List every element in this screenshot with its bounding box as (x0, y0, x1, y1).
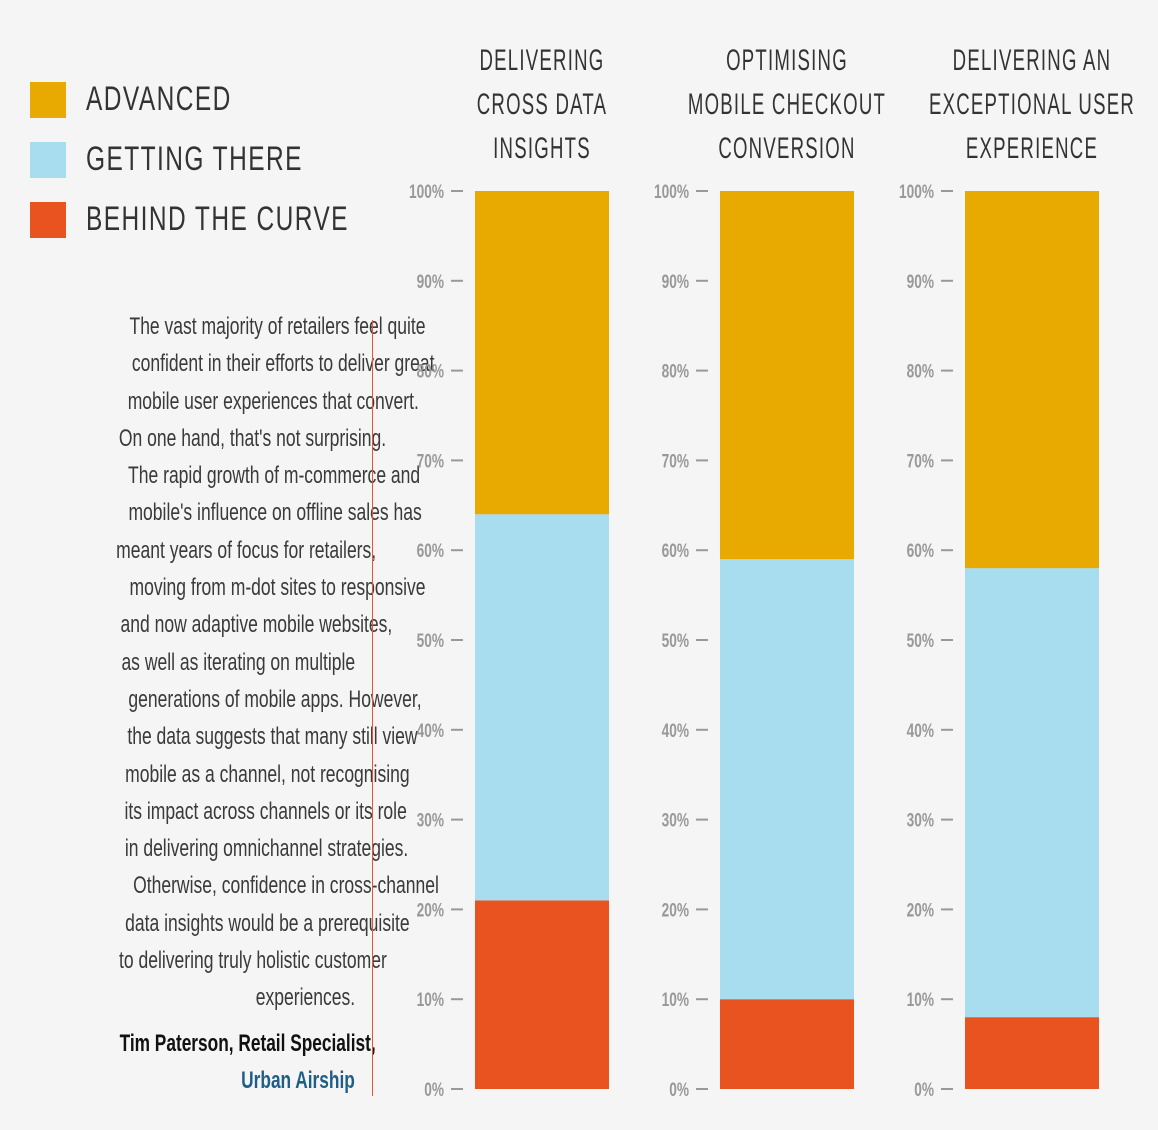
y-tick-label: 80% (417, 360, 445, 382)
y-tick-label: 10% (417, 989, 445, 1011)
quote-line: Otherwise, confidence in cross-channel (133, 872, 439, 900)
quote-divider (372, 320, 373, 1096)
y-tick-label: 40% (907, 720, 935, 742)
quote-company: Urban Airship (241, 1067, 355, 1094)
column-title-line: OPTIMISING (726, 44, 848, 78)
quote-author: Tim Paterson, Retail Specialist, (119, 1030, 376, 1057)
legend-swatch-advanced (30, 82, 66, 118)
y-tick-label: 20% (662, 899, 690, 921)
y-tick-label: 20% (417, 899, 445, 921)
y-tick-label: 60% (907, 540, 935, 562)
quote-line: mobile as a channel, not recognising (125, 760, 410, 788)
y-tick-label: 50% (662, 630, 690, 652)
y-tick-label: 40% (417, 720, 445, 742)
y-tick-label: 90% (662, 271, 690, 293)
legend-item-behind-the-curve: BEHIND THE CURVE (30, 198, 370, 238)
y-tick-label: 10% (662, 989, 690, 1011)
bar-segment-advanced (965, 191, 1099, 569)
y-tick-label: 80% (662, 360, 690, 382)
quote-line: to delivering truly holistic customer (119, 947, 387, 975)
y-tick-label: 60% (662, 540, 690, 562)
quote-line: meant years of focus for retailers, (116, 536, 377, 564)
quote-line: and now adaptive mobile websites, (120, 611, 393, 639)
column-title-line: MOBILE CHECKOUT (688, 88, 886, 122)
bar-segment-advanced (720, 191, 854, 560)
y-tick-label: 80% (907, 360, 935, 382)
bar-segment-advanced (475, 191, 609, 515)
y-tick-label: 90% (907, 271, 935, 293)
quote-line: its impact across channels or its role (124, 797, 407, 825)
quote-line: On one hand, that's not surprising. (118, 424, 387, 452)
quote-line: data insights would be a prerequisite (125, 909, 410, 937)
column-title-line: DELIVERING (480, 44, 605, 78)
column-title-line: EXPERIENCE (966, 132, 1098, 166)
legend-item-advanced: ADVANCED (30, 78, 370, 118)
column-title: DELIVERING AN EXCEPTIONAL USER EXPERIENCE (929, 44, 1135, 166)
y-tick-label: 40% (662, 720, 690, 742)
quote-line: in delivering omnichannel strategies. (124, 835, 409, 863)
legend-label-behind-the-curve: BEHIND THE CURVE (86, 200, 349, 238)
quote-line: moving from m-dot sites to responsive (129, 574, 426, 602)
y-tick-label: 0% (669, 1079, 689, 1101)
bar-segment-getting-there (965, 568, 1099, 1018)
legend-label-getting-there: GETTING THERE (86, 140, 303, 178)
y-tick-label: 20% (907, 899, 935, 921)
quote-line: confident in their efforts to deliver gr… (131, 350, 435, 378)
quote-line: as well as iterating on multiple (121, 648, 355, 676)
bar-segment-getting-there (475, 514, 609, 901)
quote-line: experiences. (255, 984, 355, 1012)
y-tick-label: 70% (662, 450, 690, 472)
quote-line: The rapid growth of m-commerce and (128, 462, 421, 490)
legend-swatch-getting-there (30, 142, 66, 178)
legend-label-advanced: ADVANCED (86, 80, 232, 118)
column-title: DELIVERING CROSS DATA INSIGHTS (477, 44, 607, 166)
y-tick-label: 0% (914, 1079, 934, 1101)
y-tick-label: 100% (899, 181, 934, 203)
y-tick-label: 30% (662, 809, 690, 831)
y-tick-label: 10% (907, 989, 935, 1011)
column-title-line: INSIGHTS (493, 132, 591, 166)
quote-line: the data suggests that many still view (127, 723, 418, 751)
y-tick-label: 0% (424, 1079, 444, 1101)
bar-segment-getting-there (720, 559, 854, 1000)
y-tick-label: 90% (417, 271, 445, 293)
y-tick-label: 30% (907, 809, 935, 831)
column-title-line: DELIVERING AN (953, 44, 1112, 78)
y-tick-label: 60% (417, 540, 445, 562)
column-title-line: CONVERSION (718, 132, 855, 166)
y-tick-label: 50% (417, 630, 445, 652)
y-tick-label: 70% (417, 450, 445, 472)
quote-attribution: Tim Paterson, Retail Specialist, Urban A… (20, 1025, 376, 1099)
legend-swatch-behind-the-curve (30, 202, 66, 238)
y-tick-label: 100% (409, 181, 444, 203)
bar-segment-behind-the-curve (720, 999, 854, 1089)
quote-line: The vast majority of retailers feel quit… (129, 313, 426, 340)
quote-line: mobile user experiences that convert. (127, 387, 419, 415)
column-title: OPTIMISING MOBILE CHECKOUT CONVERSION (688, 44, 886, 166)
y-tick-label: 100% (654, 181, 689, 203)
legend-item-getting-there: GETTING THERE (30, 138, 370, 178)
y-tick-label: 50% (907, 630, 935, 652)
bar-segment-behind-the-curve (965, 1017, 1099, 1089)
y-tick-label: 30% (417, 809, 445, 831)
y-tick-label: 70% (907, 450, 935, 472)
column-title-line: EXCEPTIONAL USER (929, 88, 1135, 122)
column-title-line: CROSS DATA (477, 88, 607, 122)
bar-segment-behind-the-curve (475, 900, 609, 1089)
